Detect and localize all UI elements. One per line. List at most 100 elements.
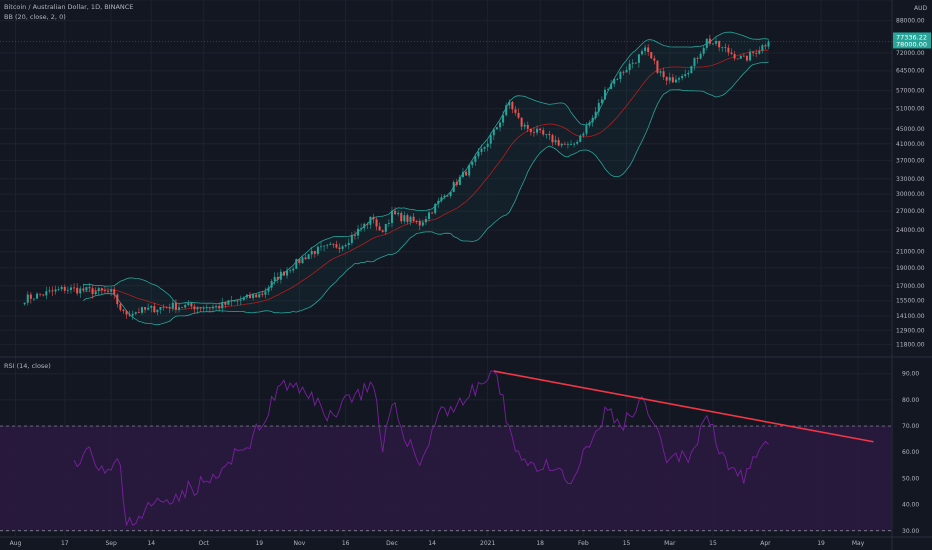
candle-body xyxy=(489,135,492,144)
candle-body xyxy=(97,288,100,292)
candle-body xyxy=(332,243,335,245)
candle-body xyxy=(523,124,526,127)
candle-body xyxy=(668,77,671,81)
candle-body xyxy=(418,221,421,226)
candle-body xyxy=(563,143,566,145)
candle-body xyxy=(119,304,122,310)
time-axis: Aug 17 Sep 14 Oct 19 Nov 16 Dec 14 2021 18 Feb 15 Mar 1… xyxy=(10,540,865,547)
rsi-tick-label: 90.00 xyxy=(902,371,919,378)
candle-body xyxy=(227,300,230,305)
candle-body xyxy=(196,307,199,310)
candle-body xyxy=(113,289,116,295)
rsi-legend[interactable]: RSI (14, close) xyxy=(4,362,51,370)
candle-body xyxy=(499,122,502,128)
candle-body xyxy=(286,270,289,276)
candle-body xyxy=(103,290,106,292)
candle-body xyxy=(279,271,282,280)
time-tick-label: Aug xyxy=(10,540,22,547)
bb-legend[interactable]: BB (20, close, 2, 0) xyxy=(4,13,66,21)
price-tick-label: 64500.00 xyxy=(896,68,925,75)
candle-body xyxy=(640,51,643,55)
candle-body xyxy=(674,79,677,83)
candle-body xyxy=(335,244,338,248)
candle-body xyxy=(397,212,400,215)
time-tick-label: 19 xyxy=(255,540,263,547)
price-tick-label: 57000.00 xyxy=(896,88,925,95)
price-tick-label: 21000.00 xyxy=(896,249,925,256)
candle-body xyxy=(532,132,535,133)
candle-body xyxy=(218,306,221,309)
candle-body xyxy=(76,287,79,294)
candle-body xyxy=(471,161,474,166)
candle-body xyxy=(378,226,381,231)
candle-body xyxy=(301,257,304,264)
candle-body xyxy=(536,128,539,133)
candle-body xyxy=(637,54,640,63)
candle-body xyxy=(372,216,375,220)
candle-body xyxy=(591,117,594,123)
candle-body xyxy=(304,257,307,260)
price-tick-label: 17000.00 xyxy=(896,283,925,290)
candle-body xyxy=(245,294,248,298)
candle-body xyxy=(140,307,143,313)
candle-body xyxy=(39,293,42,295)
time-tick-label: 16 xyxy=(342,540,350,547)
candle-body xyxy=(736,58,739,60)
bb-fill xyxy=(83,32,769,325)
candle-body xyxy=(650,52,653,59)
symbol-legend[interactable]: Bitcoin / Australian Dollar, 1D, BINANCE xyxy=(4,3,134,11)
candle-body xyxy=(134,312,137,314)
candle-body xyxy=(610,83,613,89)
candle-body xyxy=(745,56,748,61)
candle-body xyxy=(295,259,298,269)
candle-body xyxy=(211,306,214,309)
candle-body xyxy=(607,88,610,90)
candle-body xyxy=(659,71,662,73)
candle-body xyxy=(517,112,520,118)
candle-body xyxy=(298,259,301,264)
candle-body xyxy=(505,105,508,116)
candle-body xyxy=(215,306,218,307)
candle-body xyxy=(110,289,113,292)
time-tick-label: 18 xyxy=(536,540,544,547)
candle-body xyxy=(199,307,202,309)
candle-body xyxy=(187,303,190,306)
candle-body xyxy=(749,51,752,61)
rsi-line xyxy=(73,370,769,526)
candle-body xyxy=(597,103,600,112)
time-tick-label: 2021 xyxy=(480,540,495,547)
last-price-label: 77336.22 xyxy=(896,33,927,41)
candle-body xyxy=(582,133,585,136)
price-tick-label: 30000.00 xyxy=(896,191,925,198)
candle-body xyxy=(458,176,461,185)
candle-body xyxy=(26,294,29,303)
candle-body xyxy=(440,197,443,201)
rsi-tick-label: 80.00 xyxy=(902,397,919,404)
candle-body xyxy=(51,290,54,292)
candle-body xyxy=(647,47,650,53)
candle-body xyxy=(276,276,279,280)
last-price-sub-label: 78000.00 xyxy=(896,40,927,48)
candle-body xyxy=(424,218,427,223)
candle-body xyxy=(699,53,702,59)
candle-body xyxy=(603,89,606,100)
candle-body xyxy=(375,219,378,227)
candle-body xyxy=(313,250,316,254)
candle-body xyxy=(344,244,347,247)
candle-body xyxy=(542,130,545,135)
time-tick-label: 15 xyxy=(623,540,631,547)
candles xyxy=(23,34,770,320)
candle-body xyxy=(338,247,341,249)
time-tick-label: 14 xyxy=(428,540,436,547)
candle-body xyxy=(576,141,579,144)
candle-body xyxy=(755,52,758,54)
candle-body xyxy=(483,146,486,149)
candle-body xyxy=(486,143,489,147)
candle-body xyxy=(178,307,181,310)
price-tick-label: 51000.00 xyxy=(896,106,925,113)
candle-body xyxy=(554,140,557,143)
candle-body xyxy=(761,45,764,51)
candle-body xyxy=(644,47,647,52)
time-tick-label: Oct xyxy=(199,540,210,547)
